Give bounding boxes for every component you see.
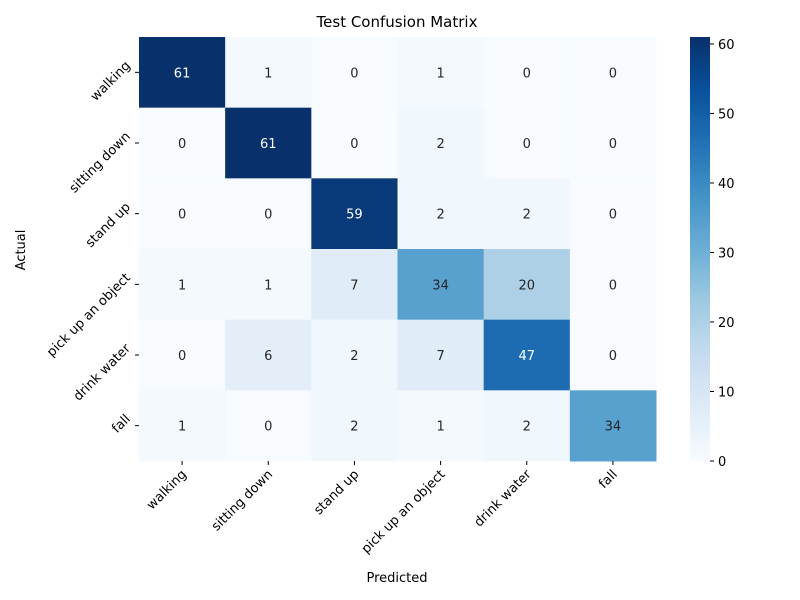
heatmap-cell	[225, 319, 312, 391]
cell-value-label: 1	[178, 278, 186, 293]
heatmap-cell	[225, 178, 312, 250]
cell-value-label: 1	[436, 66, 444, 81]
cell-value-label: 0	[523, 137, 531, 152]
heatmap-cell	[139, 107, 226, 179]
heatmap-cell	[225, 107, 312, 179]
heatmap-cell	[397, 390, 485, 462]
cell-value-label: 2	[523, 420, 531, 435]
cell-value-label: 2	[436, 208, 444, 223]
cell-value-label: 0	[350, 137, 358, 152]
x-tick-label: walking	[144, 467, 190, 513]
y-tick-label: fall	[109, 412, 134, 437]
cell-value-label: 7	[436, 349, 444, 364]
x-tick-label: drink water	[472, 467, 535, 530]
cell-value-label: 0	[264, 208, 272, 223]
x-tick-label: stand up	[311, 467, 362, 518]
cell-value-label: 59	[346, 208, 363, 223]
x-axis-label: Predicted	[366, 571, 427, 586]
cell-value-label: 7	[350, 278, 358, 293]
heatmap-cell	[397, 178, 485, 250]
cell-value-label: 0	[523, 66, 531, 81]
cell-value-label: 0	[609, 278, 617, 293]
heatmap-cell	[397, 37, 485, 109]
cell-value-label: 1	[264, 66, 272, 81]
cell-value-label: 61	[174, 66, 191, 81]
heatmap-cell	[569, 249, 657, 321]
heatmap-cell	[225, 249, 312, 321]
cell-value-label: 61	[260, 137, 277, 152]
colorbar: 0 10 20 30 40 50 60	[690, 37, 735, 470]
colorbar-tick-label: 60	[718, 38, 735, 53]
cell-value-label: 2	[350, 349, 358, 364]
y-tick-label: walking	[88, 59, 134, 105]
cell-value-label: 0	[178, 208, 186, 223]
heatmap-cell	[483, 107, 571, 179]
cell-value-label: 2	[350, 420, 358, 435]
cell-value-label: 47	[518, 349, 535, 364]
cell-value-label: 20	[518, 278, 535, 293]
colorbar-tick-label: 20	[718, 316, 735, 331]
heatmap-cell	[483, 178, 571, 250]
heatmap-cell	[139, 249, 226, 321]
heatmap-cell	[311, 37, 398, 109]
cell-value-label: 0	[178, 137, 186, 152]
y-tick-label: sitting down	[67, 129, 134, 196]
heatmap-cell	[569, 390, 657, 462]
heatmap-cell	[569, 319, 657, 391]
cell-value-label: 6	[264, 349, 272, 364]
heatmap-cell	[311, 390, 398, 462]
heatmap-cell	[569, 37, 657, 109]
heatmap-cell	[225, 37, 312, 109]
colorbar-tick-label: 40	[718, 177, 735, 192]
heatmap-cell	[397, 249, 485, 321]
cell-value-label: 0	[178, 349, 186, 364]
heatmap-cell	[569, 178, 657, 250]
colorbar-tick-label: 10	[718, 385, 735, 400]
cell-value-label: 2	[523, 208, 531, 223]
heatmap-cell	[483, 319, 571, 391]
heatmap-cell	[483, 390, 571, 462]
cell-value-label: 34	[432, 278, 449, 293]
heatmap-cell	[139, 390, 226, 462]
colorbar-gradient	[690, 37, 710, 461]
cell-value-label: 2	[436, 137, 444, 152]
y-tick-label: drink water	[71, 341, 134, 404]
heatmap-cell	[311, 107, 398, 179]
cell-value-label: 1	[436, 420, 444, 435]
heatmap-cell	[311, 249, 398, 321]
heatmap-cell	[397, 319, 485, 391]
heatmap-cell	[139, 37, 226, 109]
heatmap-cell	[139, 319, 226, 391]
heatmap-cell	[311, 178, 398, 250]
colorbar-tick-label: 30	[718, 246, 735, 261]
heatmap-cell	[569, 107, 657, 179]
cell-value-label: 0	[264, 420, 272, 435]
cell-value-label: 0	[609, 66, 617, 81]
x-tick-label: pick up an object	[359, 467, 449, 557]
chart-title: Test Confusion Matrix	[316, 13, 478, 31]
cell-value-label: 0	[609, 137, 617, 152]
heatmap-cell	[483, 37, 571, 109]
y-tick-label: stand up	[83, 200, 134, 251]
heatmap-cell	[139, 178, 226, 250]
cell-value-label: 0	[609, 208, 617, 223]
x-tick-label: sitting down	[209, 467, 276, 534]
cell-value-label: 0	[350, 66, 358, 81]
cell-value-label: 34	[605, 420, 622, 435]
colorbar-tick-label: 50	[718, 107, 735, 122]
cell-value-label: 1	[264, 278, 272, 293]
heatmap-cells: 61 1 0 1 0 00 61 0 2 0 00 0 59 2 2 01 1 7 34 20 00 6 2 7 47 01 0 2 1…	[139, 37, 657, 462]
cell-value-label: 0	[609, 349, 617, 364]
heatmap-cell	[483, 249, 571, 321]
x-tick-label: fall	[596, 467, 621, 492]
heatmap-cell	[225, 390, 312, 462]
heatmap-cell	[397, 107, 485, 179]
y-axis-label: Actual	[14, 230, 29, 271]
heatmap-cell	[311, 319, 398, 391]
cell-value-label: 1	[178, 420, 186, 435]
colorbar-tick-label: 0	[718, 455, 726, 470]
